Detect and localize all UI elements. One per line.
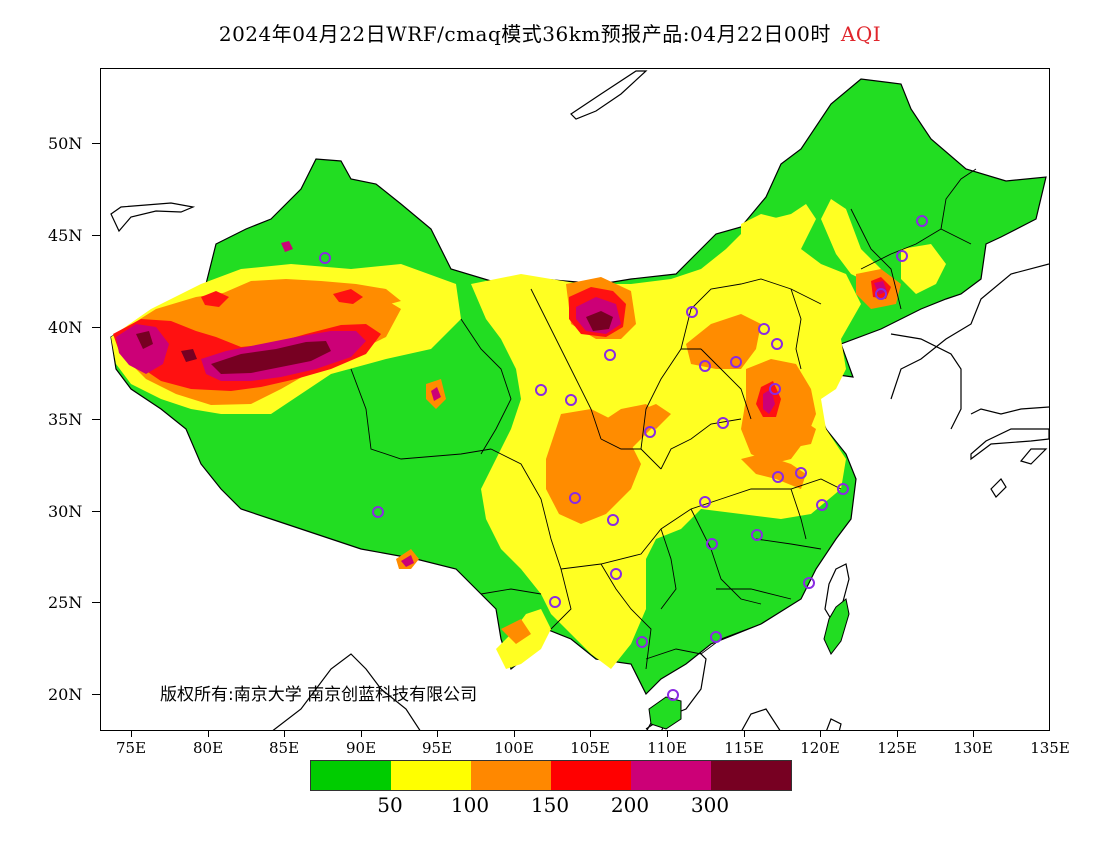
station-marker [686, 306, 698, 318]
y-tick [92, 419, 100, 420]
station-marker [699, 496, 711, 508]
station-marker [535, 384, 547, 396]
x-tick [897, 731, 898, 737]
station-marker [816, 499, 828, 511]
legend-label: 100 [450, 793, 490, 817]
hainan-island [648, 696, 682, 730]
station-marker [610, 568, 622, 580]
legend-label: 300 [690, 793, 730, 817]
station-marker [772, 471, 784, 483]
x-tick-label: 120E [800, 739, 840, 757]
station-marker [706, 538, 718, 550]
x-tick [667, 731, 668, 737]
y-tick [92, 602, 100, 603]
station-marker [319, 252, 331, 264]
station-marker [730, 356, 742, 368]
y-tick-label: 30N [48, 502, 83, 521]
legend-swatch [471, 761, 551, 790]
x-tick [361, 731, 362, 737]
x-tick [744, 731, 745, 737]
legend-swatch [631, 761, 711, 790]
y-tick [92, 235, 100, 236]
title-main: 2024年04月22日WRF/cmaq模式36km预报产品:04月22日00时 [218, 22, 831, 46]
station-marker [607, 514, 619, 526]
station-marker [636, 636, 648, 648]
station-marker [875, 288, 887, 300]
map-panel [100, 68, 1050, 731]
legend-label: 50 [377, 793, 403, 817]
y-tick-label: 20N [48, 685, 83, 704]
x-tick [131, 731, 132, 737]
x-tick [973, 731, 974, 737]
station-markers [319, 215, 928, 701]
aqi-hazardous-regions [136, 311, 613, 374]
map-title: 2024年04月22日WRF/cmaq模式36km预报产品:04月22日00时 A… [0, 18, 1100, 47]
x-tick-label: 80E [192, 739, 224, 757]
legend-label: 150 [530, 793, 570, 817]
x-tick [820, 731, 821, 737]
station-marker [549, 596, 561, 608]
legend-swatch [711, 761, 791, 790]
y-tick [92, 694, 100, 695]
x-tick-label: 125E [877, 739, 917, 757]
station-marker [771, 338, 783, 350]
station-marker [896, 250, 908, 262]
station-marker [751, 529, 763, 541]
y-tick-label: 45N [48, 226, 83, 245]
legend-label: 200 [610, 793, 650, 817]
x-tick-label: 110E [647, 739, 687, 757]
aqi-map [110, 70, 1049, 730]
station-marker [803, 577, 815, 589]
aqi-legend-bar [310, 760, 792, 791]
y-tick [92, 327, 100, 328]
station-marker [916, 215, 928, 227]
station-marker [710, 631, 722, 643]
x-tick [208, 731, 209, 737]
legend-swatch [311, 761, 391, 790]
x-tick-label: 135E [1030, 739, 1070, 757]
y-tick [92, 143, 100, 144]
x-tick-label: 115E [724, 739, 764, 757]
station-marker [795, 467, 807, 479]
station-marker [565, 394, 577, 406]
x-tick-label: 95E [421, 739, 453, 757]
x-tick-label: 100E [494, 739, 534, 757]
x-tick-label: 90E [345, 739, 377, 757]
station-marker [699, 360, 711, 372]
y-tick-label: 40N [48, 318, 83, 337]
x-tick [514, 731, 515, 737]
station-marker [372, 506, 384, 518]
station-marker [769, 383, 781, 395]
y-tick-label: 50N [48, 134, 83, 153]
title-variable: AQI [840, 22, 882, 46]
x-tick-label: 105E [570, 739, 610, 757]
x-tick-label: 85E [268, 739, 300, 757]
legend-swatch [551, 761, 631, 790]
y-tick-label: 35N [48, 410, 83, 429]
station-marker [644, 426, 656, 438]
station-marker [717, 417, 729, 429]
station-marker [569, 492, 581, 504]
x-tick [437, 731, 438, 737]
y-tick-label: 25N [48, 593, 83, 612]
x-tick-label: 75E [115, 739, 147, 757]
copyright-notice: 版权所有:南京大学 南京创蓝科技有限公司 [160, 685, 478, 705]
x-tick [284, 731, 285, 737]
station-marker [667, 689, 679, 701]
x-tick-label: 130E [953, 739, 993, 757]
station-marker [837, 483, 849, 495]
station-marker [758, 323, 770, 335]
legend-swatch [391, 761, 471, 790]
taiwan-island [823, 598, 850, 655]
y-tick [92, 511, 100, 512]
province-borders [350, 168, 977, 670]
x-tick [590, 731, 591, 737]
station-marker [604, 349, 616, 361]
